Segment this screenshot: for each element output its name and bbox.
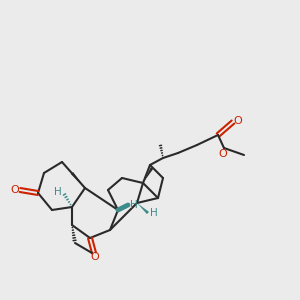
Text: H: H — [130, 200, 138, 210]
Polygon shape — [137, 203, 149, 214]
Text: H: H — [150, 208, 158, 218]
Text: O: O — [91, 252, 99, 262]
Text: H: H — [54, 187, 62, 197]
Text: O: O — [11, 185, 20, 195]
Text: O: O — [234, 116, 242, 126]
Polygon shape — [71, 172, 85, 188]
Text: O: O — [219, 149, 227, 159]
Polygon shape — [143, 167, 153, 183]
